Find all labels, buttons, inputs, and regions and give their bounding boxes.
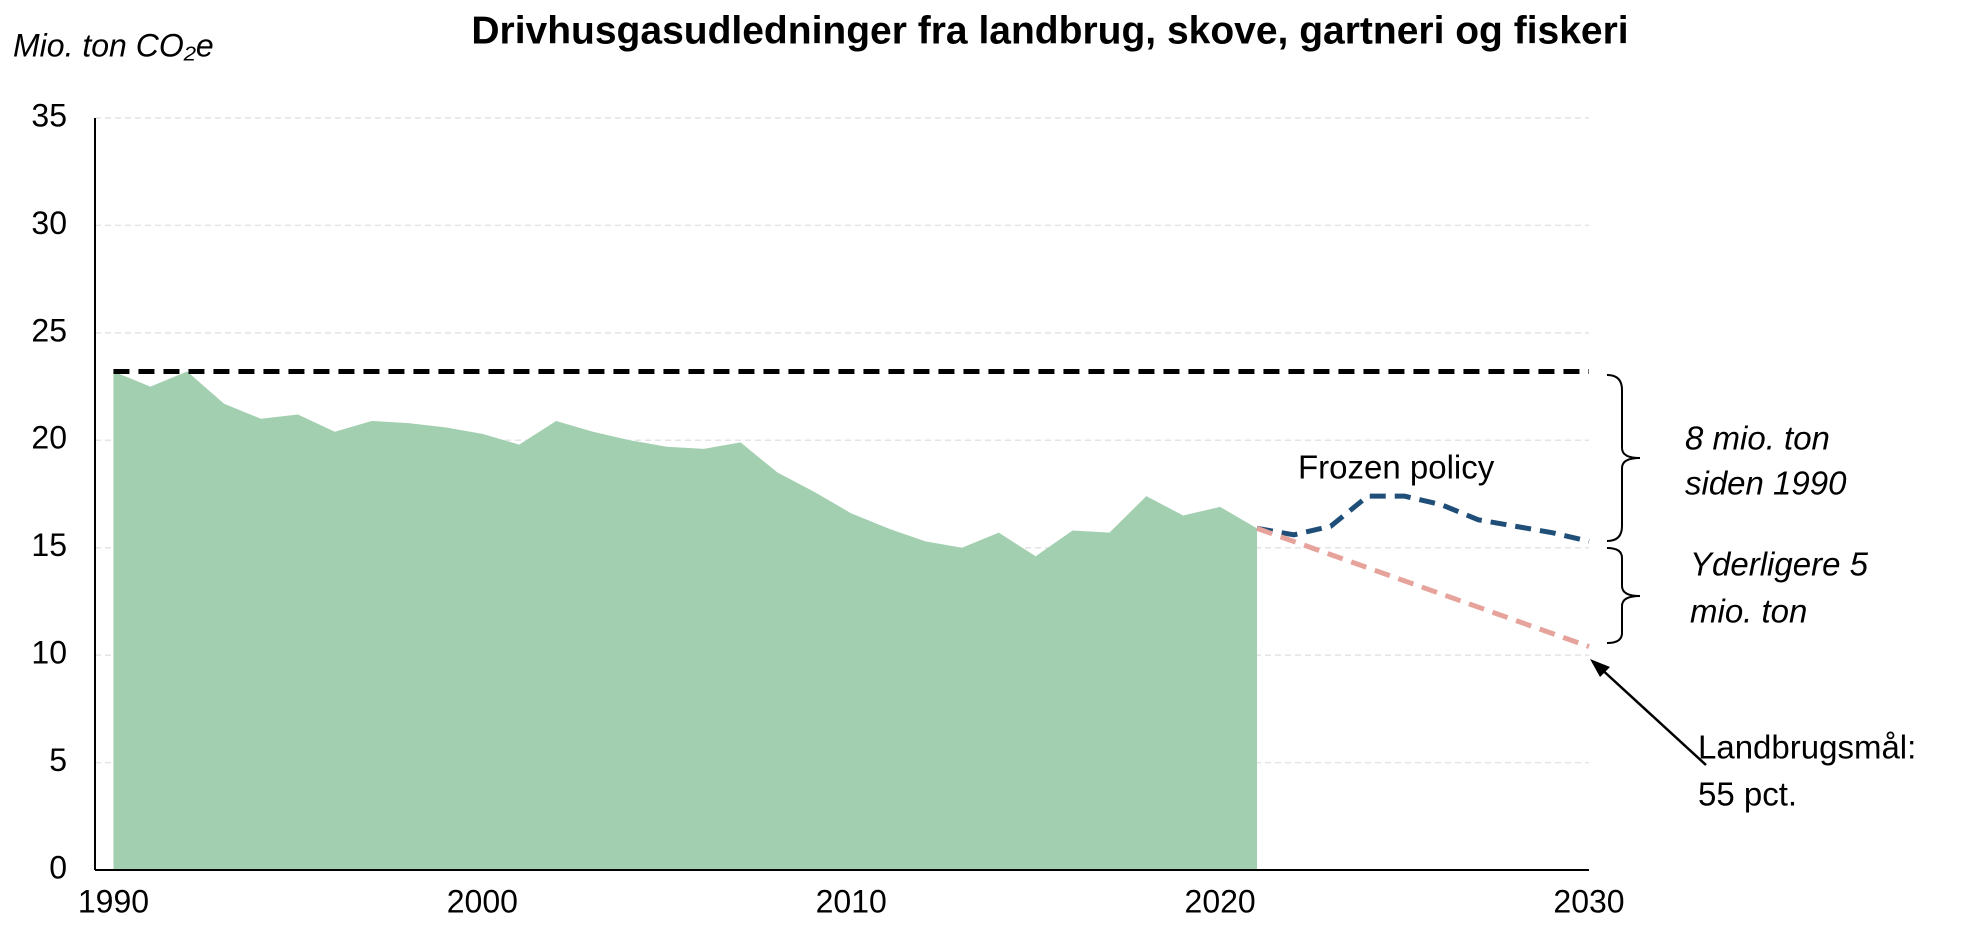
x-tick-label: 2010 [816,883,887,919]
arrow-head [1590,659,1610,677]
x-tick-label: 2020 [1185,883,1256,919]
y-tick-label: 25 [31,312,67,348]
chart-title: Drivhusgasudledninger fra landbrug, skov… [471,9,1628,52]
annotation: siden 1990 [1685,465,1847,502]
annotation: Yderligere 5 [1690,546,1869,583]
annotation: 55 pct. [1698,776,1797,813]
y-tick-label: 0 [49,849,67,885]
x-tick-label: 2000 [447,883,518,919]
plot: 0 5 10 15 20 25 30 35 1990 2000 2010 2020 2030 [31,97,1624,919]
area [113,371,1257,870]
line [1256,526,1590,649]
y-tick-label: 35 [31,97,67,133]
brace [1606,547,1641,644]
y-axis-label: Mio. ton CO₂e [13,27,214,63]
arrow [1597,665,1707,766]
annotation: mio. ton [1690,593,1807,630]
annotation: Landbrugsmål: [1698,729,1916,766]
y-tick-label: 5 [49,742,67,778]
brace [1606,374,1641,542]
y-tick-label: 15 [31,527,67,563]
annotation: 8 mio. ton [1685,420,1830,457]
x-tick-label: 1990 [78,883,149,919]
x-tick-label: 2030 [1553,883,1624,919]
annotation: Frozen policy [1298,449,1495,486]
y-tick-label: 10 [31,635,67,671]
line [1256,493,1590,544]
y-tick-label: 20 [31,420,67,456]
y-tick-label: 30 [31,205,67,241]
